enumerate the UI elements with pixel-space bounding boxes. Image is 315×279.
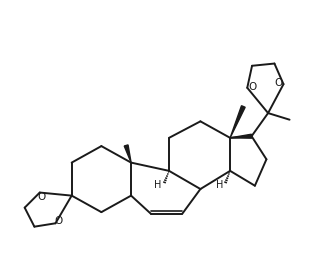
Text: H: H bbox=[154, 180, 162, 190]
Polygon shape bbox=[124, 145, 131, 163]
Polygon shape bbox=[230, 106, 245, 138]
Polygon shape bbox=[230, 134, 252, 138]
Text: O: O bbox=[37, 191, 46, 201]
Text: H: H bbox=[215, 180, 223, 190]
Text: O: O bbox=[274, 78, 282, 88]
Text: O: O bbox=[249, 82, 257, 92]
Text: O: O bbox=[55, 216, 63, 226]
